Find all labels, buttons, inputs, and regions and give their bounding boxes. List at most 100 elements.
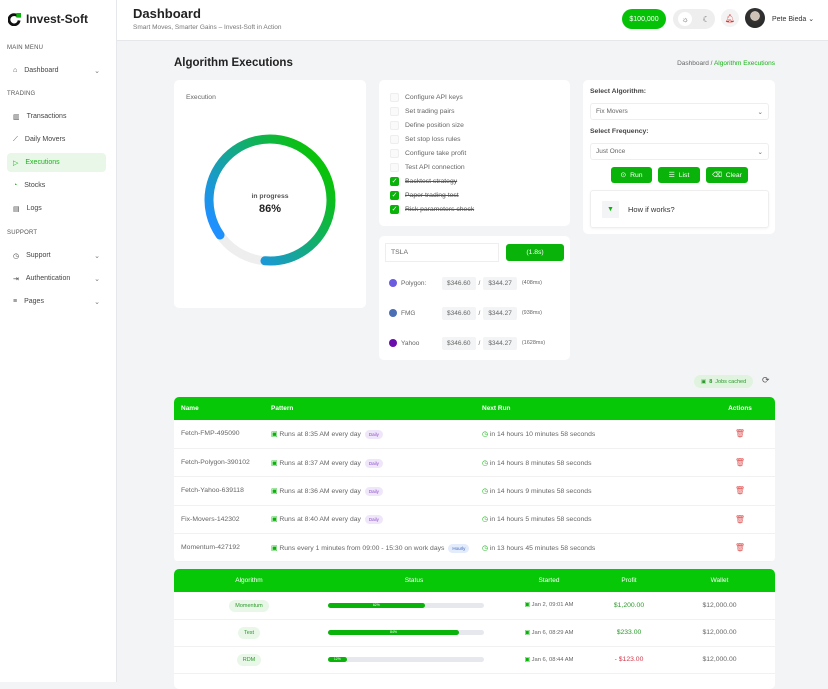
table-row: Momentum 62% ▣ Jan 2, 09:01 AM $1,200.00 $12… <box>174 592 775 620</box>
frequency-select[interactable]: Just Once ⌄ <box>590 143 769 160</box>
wallet-balance-button[interactable]: $100,000 <box>622 9 666 29</box>
progress-fill: 12% <box>328 657 347 662</box>
algorithm-cell: Momentum <box>174 592 324 620</box>
quote-source-row: Yahoo $346.60/$344.27 (1628ms) <box>389 332 545 354</box>
caret-down-icon[interactable]: ▼ <box>602 201 619 218</box>
delete-icon[interactable]: 🗑︎ <box>705 476 775 506</box>
checkbox[interactable] <box>390 120 399 130</box>
delete-icon[interactable]: 🗑︎ <box>705 505 775 535</box>
notification-bell-icon[interactable]: 🔔︎ <box>721 9 739 27</box>
job-pattern: ▣ Runs every 1 minutes from 09:00 - 15:3… <box>264 533 475 563</box>
delete-icon[interactable]: 🗑︎ <box>705 420 775 449</box>
fetch-quote-button[interactable]: (1.8s) <box>506 244 564 261</box>
checklist-item[interactable]: Configure API keys <box>390 90 559 104</box>
price-check-card: TSLA (1.8s) Polygon: $346.60/$344.27 (408m… <box>379 236 570 360</box>
clear-label: Clear <box>725 171 742 179</box>
checkbox[interactable] <box>390 162 399 172</box>
jobs-table: Name Pattern Next Run Actions Fetch-FMP-… <box>174 397 775 563</box>
checkbox[interactable] <box>390 134 399 144</box>
frequency-tag: Daily <box>364 486 383 496</box>
sidebar-item-dashboard[interactable]: ⌂ Dashboard ⌄ <box>7 61 106 80</box>
checklist-item[interactable]: Set stop loss rules <box>390 132 559 146</box>
calendar-icon: ▣ <box>271 516 278 524</box>
status-cell: 84% <box>324 619 504 647</box>
algorithm-value: Fix Movers <box>596 108 628 115</box>
sidebar-item-transactions[interactable]: ▥ Transactions <box>7 107 106 126</box>
play-circle-icon: ⊙ <box>620 172 627 179</box>
checkbox[interactable]: ✓ <box>390 204 399 214</box>
checklist-item[interactable]: Define position size <box>390 118 559 132</box>
refresh-icon[interactable]: ⟳ <box>762 375 770 385</box>
brand-logo[interactable]: Invest-Soft <box>8 12 88 26</box>
table-row: Test 84% ▣ Jan 6, 08:29 AM $233.00 $12,000.0… <box>174 619 775 647</box>
list-button[interactable]: ☰ List <box>658 167 700 183</box>
job-next-run: ◷ in 14 hours 5 minutes 58 seconds <box>475 505 705 535</box>
pattern-text: Runs at 8:37 AM every day <box>279 459 361 467</box>
run-button[interactable]: ⊙ Run <box>611 167 652 183</box>
breadcrumb-dashboard[interactable]: Dashboard / <box>677 60 713 67</box>
sidebar-item-authentication[interactable]: ⇥ Authentication ⌄ <box>7 269 106 288</box>
col-status: Status <box>324 569 504 592</box>
delete-icon[interactable]: 🗑︎ <box>705 533 775 563</box>
sidebar-item-support[interactable]: ◷ Support ⌄ <box>7 246 106 265</box>
jobs-cached-count: 8 <box>709 378 713 385</box>
calendar-icon: ▣ <box>524 602 530 609</box>
sidebar-item-label: Executions <box>25 159 60 166</box>
sidebar-item-pages[interactable]: ≡ Pages ⌄ <box>7 292 106 311</box>
col-pattern: Pattern <box>264 397 475 420</box>
table-row: RDM 12% ▣ Jan 6, 08:44 AM - $123.00 $12,000.… <box>174 646 775 674</box>
checkbox[interactable] <box>390 148 399 158</box>
sidebar-item-stocks[interactable]: ◔ Stocks <box>7 176 106 195</box>
col-profit: Profit <box>594 569 664 592</box>
col-actions: Actions <box>705 397 775 420</box>
next-run-text: in 14 hours 9 minutes 58 seconds <box>489 487 592 495</box>
checklist-item[interactable]: Test API connection <box>390 160 559 174</box>
breadcrumb-current: Algorithm Executions <box>713 60 775 67</box>
profit-cell: $233.00 <box>594 619 664 647</box>
sun-icon[interactable]: ☼ <box>678 12 693 26</box>
job-pattern: ▣ Runs at 8:37 AM every day Daily <box>264 448 475 478</box>
sidebar-item-label: Transactions <box>26 113 67 120</box>
calendar-icon: ▣ <box>524 656 530 663</box>
how-it-works-accordion[interactable]: ▼ How if works? <box>590 190 769 228</box>
next-run-text: in 14 hours 8 minutes 58 seconds <box>489 459 592 467</box>
avatar[interactable] <box>745 8 765 28</box>
wallet-cell: $12,000.00 <box>664 619 775 647</box>
checkbox[interactable]: ✓ <box>390 190 399 200</box>
top-header: Dashboard Smart Moves, Smarter Gains – I… <box>117 0 828 41</box>
checklist-item[interactable]: ✓ Backtest strategy <box>390 174 559 188</box>
how-it-works-label: How if works? <box>628 205 675 214</box>
checklist-label: Configure API keys <box>405 93 463 101</box>
checklist-item[interactable]: Configure take profit <box>390 146 559 160</box>
algorithm-select[interactable]: Fix Movers ⌄ <box>590 103 769 120</box>
symbol-input[interactable]: TSLA <box>385 243 499 262</box>
chevron-down-icon: ⌄ <box>757 108 763 116</box>
user-menu[interactable]: Pete Bieda ⌄ <box>772 15 814 23</box>
execution-status: in progress <box>251 193 289 200</box>
checkbox[interactable] <box>390 92 399 102</box>
checklist-item[interactable]: ✓ Paper trading test <box>390 188 559 202</box>
sidebar: Invest-Soft MAIN MENU ⌂ Dashboard ⌄ TRADIN… <box>0 0 117 682</box>
checklist-label: Risk parameters check <box>405 205 475 213</box>
clear-icon: ⌫ <box>712 172 722 179</box>
quote-source-row: FMG $346.60/$344.27 (938ms) <box>389 302 542 324</box>
checkbox[interactable]: ✓ <box>390 176 399 186</box>
checklist-item[interactable]: ✓ Risk parameters check <box>390 202 559 216</box>
progress-bar: 12% <box>328 657 484 662</box>
quote-source-row: Polygon: $346.60/$344.27 (408ms) <box>389 272 542 294</box>
moon-icon[interactable]: ☾ <box>702 14 710 24</box>
clear-button[interactable]: ⌫ Clear <box>706 167 748 183</box>
checkbox[interactable] <box>390 106 399 116</box>
sidebar-item-daily-movers[interactable]: ⟋ Daily Movers <box>7 130 106 149</box>
delete-icon[interactable]: 🗑︎ <box>705 448 775 478</box>
sidebar-item-executions[interactable]: ▷ Executions <box>7 153 106 172</box>
pattern-text: Runs every 1 minutes from 09:00 - 15:30 … <box>279 544 445 552</box>
table-row: Fetch-Yahoo-639118 ▣ Runs at 8:36 AM ever… <box>174 476 775 506</box>
checklist-label: Set trading pairs <box>405 107 455 115</box>
checklist-item[interactable]: Set trading pairs <box>390 104 559 118</box>
theme-toggle[interactable]: ☼ ☾ <box>673 9 715 29</box>
pattern-text: Runs at 8:35 AM every day <box>279 430 361 438</box>
algorithm-badge: RDM <box>236 654 262 666</box>
sidebar-item-logs[interactable]: ▤ Logs <box>7 199 106 218</box>
next-run-text: in 13 hours 45 minutes 58 seconds <box>489 544 596 552</box>
